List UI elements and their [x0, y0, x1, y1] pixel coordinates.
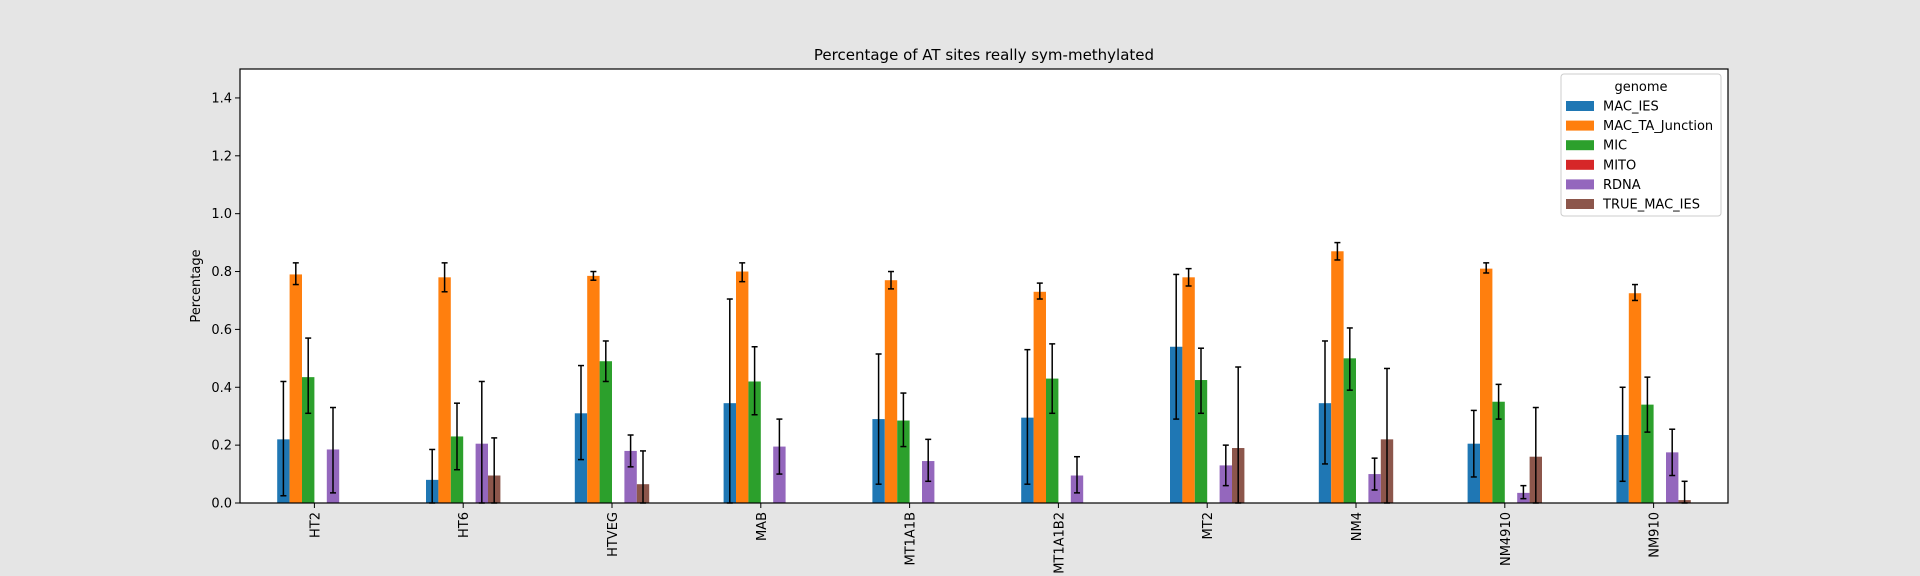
x-tick-label-htveg: HTVEG: [606, 512, 621, 557]
legend-title: genome: [1614, 80, 1667, 95]
bar-mac-ta-junction-nm4: [1331, 251, 1344, 503]
y-tick-label: 1.4: [211, 91, 232, 106]
x-tick-label-nm910: NM910: [1648, 512, 1663, 558]
bar-mic-nm910: [1641, 404, 1654, 503]
bar-mic-mab: [748, 381, 761, 503]
bar-mic-mt2: [1194, 380, 1208, 503]
bar-mac-ta-junction-ht6: [438, 277, 451, 503]
x-tick-label-mab: MAB: [755, 512, 770, 541]
chart-title: Percentage of AT sites really sym-methyl…: [814, 46, 1154, 64]
plot-frame: [239, 68, 1729, 504]
y-tick-label: 0.8: [211, 265, 232, 280]
bar-rdna-htveg: [624, 450, 637, 503]
legend-label-mito: MITO: [1603, 158, 1636, 173]
y-tick-label: 0.4: [211, 381, 232, 396]
bar-rdna-nm910: [1666, 452, 1679, 503]
legend-swatch-mac-ies: [1566, 101, 1594, 111]
bar-mac-ta-junction-mt1a1b: [884, 280, 898, 503]
y-tick-label: 1.2: [211, 149, 232, 164]
y-tick-label: 1.0: [211, 207, 232, 222]
bar-mac-ta-junction-mab: [736, 271, 749, 503]
legend-label-mic: MIC: [1603, 139, 1627, 154]
bar-mac-ta-junction-htveg: [587, 275, 600, 503]
legend-label-rdna: RDNA: [1603, 178, 1641, 193]
bar-mic-mt1a1b2: [1046, 378, 1059, 503]
bar-mic-mt1a1b: [897, 420, 910, 503]
legend-label-mac-ies: MAC_IES: [1603, 100, 1659, 115]
x-tick-label-mt1a1b2: MT1A1B2: [1052, 512, 1067, 574]
y-tick-label: 0.2: [211, 439, 232, 454]
legend-label-true-mac-ies: TRUE_MAC_IES: [1602, 198, 1700, 213]
legend-label-mac-ta-junction: MAC_TA_Junction: [1603, 119, 1713, 134]
bar-mic-nm4: [1343, 358, 1356, 503]
x-tick-label-ht6: HT6: [457, 512, 472, 538]
legend-swatch-rdna: [1566, 179, 1594, 190]
legend: genome MAC_IES MAC_TA_Junction MIC MITO RDNA…: [1560, 73, 1722, 217]
legend-swatch-mic: [1566, 140, 1594, 151]
legend-swatch-true-mac-ies: [1566, 199, 1594, 209]
bar-mic-htveg: [599, 361, 612, 503]
y-axis-label: Percentage: [189, 249, 204, 322]
y-tick-label: 0.6: [211, 323, 232, 338]
bar-mac-ies-mt2: [1170, 346, 1183, 503]
bar-mac-ta-junction-mt1a1b2: [1033, 291, 1046, 503]
x-tick-label-mt2: MT2: [1201, 512, 1216, 539]
legend-swatch-mito: [1566, 159, 1594, 170]
x-tick-label-mt1a1b: MT1A1B: [904, 512, 919, 566]
bar-mic-nm4910: [1492, 401, 1505, 503]
bar-mac-ta-junction-mt2: [1182, 277, 1195, 503]
y-tick-label: 0.0: [211, 497, 232, 512]
x-tick-label-nm4910: NM4910: [1499, 512, 1514, 566]
legend-box: [1560, 73, 1722, 217]
bar-mac-ta-junction-nm4910: [1480, 268, 1493, 503]
bar-mac-ta-junction-ht2: [289, 274, 302, 503]
x-tick-label-nm4: NM4: [1350, 512, 1365, 541]
x-tick-label-ht2: HT2: [308, 512, 323, 538]
bar-mic-ht2: [302, 377, 315, 503]
legend-swatch-mac-ta-junction: [1566, 120, 1594, 131]
bar-mac-ta-junction-nm910: [1628, 293, 1642, 503]
